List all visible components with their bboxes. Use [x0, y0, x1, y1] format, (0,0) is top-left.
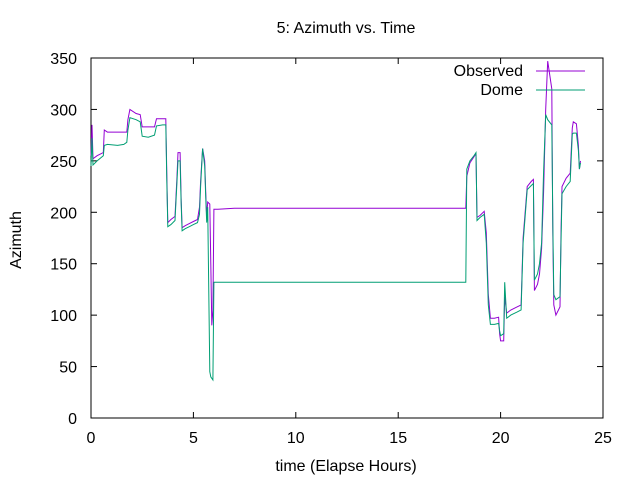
plot-frame — [90, 57, 604, 419]
x-tick-label: 20 — [492, 430, 510, 447]
y-tick-label: 200 — [50, 205, 77, 222]
x-tick-label: 10 — [287, 430, 305, 447]
y-tick-label: 150 — [50, 257, 77, 274]
series-group — [90, 61, 581, 382]
y-axis-label: Azimuth — [8, 211, 25, 269]
x-axis-label: time (Elapse Hours) — [275, 458, 416, 475]
y-tick-label: 350 — [50, 51, 77, 68]
chart-title: 5: Azimuth vs. Time — [277, 20, 416, 37]
x-tick-label: 0 — [87, 430, 96, 447]
y-tick-label: 250 — [50, 154, 77, 171]
x-tick-label: 25 — [594, 430, 612, 447]
x-tick-label: 5 — [189, 430, 198, 447]
plot-area — [90, 57, 604, 419]
legend-label-dome: Dome — [480, 82, 523, 99]
y-tick-label: 300 — [50, 102, 77, 119]
series-line-observed — [90, 61, 581, 342]
y-tick-label: 100 — [50, 308, 77, 325]
y-tick-label: 0 — [68, 411, 77, 428]
series-line-dome — [90, 114, 581, 382]
legend-label-observed: Observed — [454, 63, 523, 80]
legend: Observed Dome — [454, 63, 585, 99]
y-tick-label: 50 — [59, 360, 77, 377]
x-tick-label: 15 — [389, 430, 407, 447]
